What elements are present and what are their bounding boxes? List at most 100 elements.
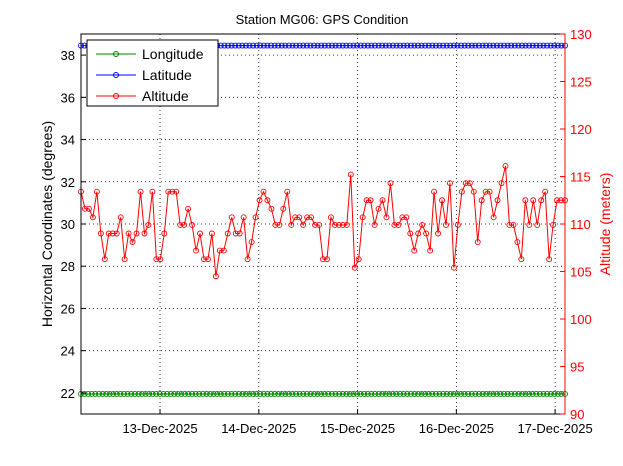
data-point-altitude <box>347 171 354 178</box>
data-point-longitude <box>558 390 565 397</box>
data-point-longitude <box>142 390 149 397</box>
data-point-altitude <box>490 214 497 221</box>
data-point-longitude <box>92 390 99 397</box>
data-point-altitude <box>526 221 533 228</box>
y2-tick-label: 110 <box>570 217 591 232</box>
data-point-longitude <box>189 390 196 397</box>
data-point-latitude <box>458 42 464 49</box>
data-point-altitude <box>204 256 211 263</box>
data-point-altitude <box>478 197 485 204</box>
data-point-longitude <box>393 390 400 397</box>
data-point-latitude <box>382 42 389 49</box>
data-point-latitude <box>260 42 267 49</box>
data-point-altitude <box>105 230 112 237</box>
data-point-longitude <box>246 390 253 397</box>
data-point-latitude <box>554 42 561 49</box>
data-point-altitude <box>431 188 438 195</box>
data-point-altitude <box>117 214 124 221</box>
data-point-latitude <box>300 42 307 49</box>
data-point-latitude <box>303 42 310 49</box>
data-point-altitude <box>121 256 128 263</box>
data-point-altitude <box>240 214 247 221</box>
data-point-altitude <box>193 247 200 254</box>
data-point-altitude <box>316 221 322 228</box>
data-point-longitude <box>257 390 264 397</box>
data-point-latitude <box>368 42 375 49</box>
data-point-longitude <box>443 390 450 397</box>
data-point-latitude <box>296 42 303 49</box>
data-point-latitude <box>443 42 450 49</box>
data-point-altitude <box>256 197 263 204</box>
data-point-longitude <box>397 390 404 397</box>
data-point-longitude <box>268 390 274 397</box>
data-point-longitude <box>110 390 117 397</box>
data-point-longitude <box>332 390 339 397</box>
data-point-latitude <box>436 42 443 49</box>
data-point-longitude <box>88 390 95 397</box>
data-point-longitude <box>164 390 170 397</box>
data-point-altitude <box>558 197 564 204</box>
data-point-longitude <box>465 390 472 397</box>
data-point-longitude <box>171 390 178 397</box>
data-point-longitude <box>214 390 221 397</box>
data-point-altitude <box>161 230 168 237</box>
data-point-longitude <box>106 390 113 397</box>
data-point-latitude <box>393 42 400 49</box>
legend-entry-longitude: Longitude <box>96 46 204 62</box>
data-point-latitude <box>246 42 253 49</box>
data-point-longitude <box>346 390 353 397</box>
data-point-latitude <box>422 42 429 49</box>
data-point-altitude <box>304 214 311 221</box>
data-point-latitude <box>221 42 228 49</box>
data-point-latitude <box>544 42 551 49</box>
data-point-altitude <box>383 214 390 221</box>
data-point-latitude <box>314 42 321 49</box>
data-point-longitude <box>354 390 361 397</box>
data-point-longitude <box>300 390 307 397</box>
data-point-longitude <box>121 390 127 397</box>
y-tick-label: 26 <box>61 301 75 316</box>
data-point-altitude <box>494 197 501 204</box>
data-point-longitude <box>239 390 246 397</box>
data-point-longitude <box>544 390 551 397</box>
data-point-longitude <box>95 390 102 397</box>
data-point-longitude <box>314 390 321 397</box>
data-point-latitude <box>490 42 497 49</box>
data-point-altitude <box>260 188 267 195</box>
data-point-latitude <box>257 42 264 49</box>
data-point-altitude <box>458 188 465 195</box>
data-point-longitude <box>275 390 282 397</box>
data-point-latitude <box>486 42 493 49</box>
data-point-altitude <box>486 188 493 195</box>
data-point-altitude <box>502 163 509 170</box>
data-point-altitude <box>137 188 144 195</box>
data-point-longitude <box>325 390 332 397</box>
data-point-latitude <box>472 42 479 49</box>
data-point-altitude <box>224 230 231 237</box>
data-point-latitude <box>343 42 350 49</box>
data-point-altitude <box>474 239 481 246</box>
data-point-altitude <box>387 180 394 187</box>
data-point-latitude <box>508 42 515 49</box>
data-point-latitude <box>275 42 282 49</box>
data-point-altitude <box>534 221 541 228</box>
y2-tick-label: 125 <box>570 75 592 90</box>
data-point-longitude <box>486 390 493 397</box>
data-point-altitude <box>510 221 517 228</box>
data-point-altitude <box>423 230 430 237</box>
data-point-latitude <box>519 42 525 49</box>
data-point-longitude <box>375 390 382 397</box>
data-point-latitude <box>483 42 490 49</box>
data-point-longitude <box>361 390 368 397</box>
data-point-longitude <box>228 390 235 397</box>
data-point-latitude <box>454 42 461 49</box>
data-point-latitude <box>293 42 300 49</box>
data-point-longitude <box>515 390 522 397</box>
data-point-altitude <box>395 221 402 228</box>
data-point-altitude <box>89 214 96 221</box>
data-point-latitude <box>536 42 543 49</box>
legend-marker-altitude <box>113 93 119 99</box>
data-point-latitude <box>253 42 260 49</box>
data-point-altitude <box>252 214 259 221</box>
data-point-latitude <box>239 42 246 49</box>
